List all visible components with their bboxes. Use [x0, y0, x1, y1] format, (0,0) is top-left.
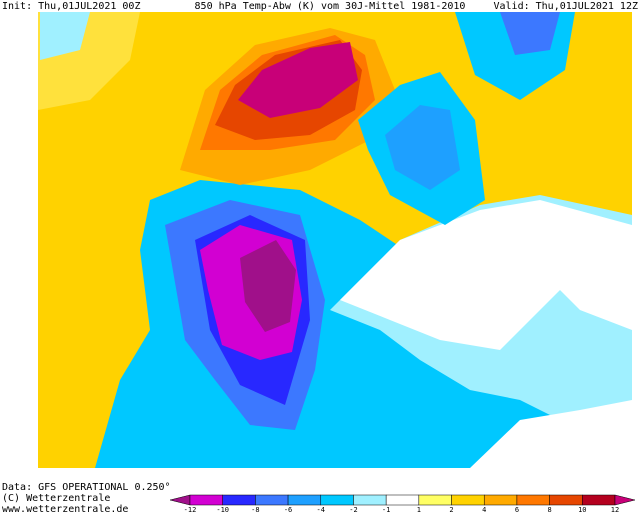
colorbar-tick-label: -1	[382, 506, 390, 514]
colorbar-segment	[418, 494, 452, 506]
colorbar-segment	[483, 494, 518, 506]
colorbar-segment	[582, 494, 616, 506]
colorbar-tick-label: 10	[578, 506, 586, 514]
map-title: 850 hPa Temp-Abw (K) vom 30J-Mittel 1981…	[195, 1, 466, 12]
copyright: (C) Wetterzentrale	[2, 493, 110, 504]
colorbar-segment	[516, 494, 550, 506]
colorbar-tick-label: -12	[184, 506, 197, 514]
colorbar-segment	[549, 494, 583, 506]
colorbar-segment	[385, 494, 420, 506]
colorbar-tick-label: 8	[548, 506, 552, 514]
colorbar-tick-label: -6	[284, 506, 292, 514]
colorbar-end	[169, 494, 191, 506]
colorbar-segment	[255, 494, 289, 506]
init-time: Init: Thu,01JUL2021 00Z	[2, 1, 140, 12]
colorbar-tick-label: 12	[611, 506, 619, 514]
colorbar-tick-label: -8	[251, 506, 259, 514]
colorbar-segment	[189, 494, 223, 506]
map	[38, 12, 632, 468]
colorbar-tick-label: -4	[317, 506, 325, 514]
valid-time: Valid: Thu,01JUL2021 12Z	[494, 1, 639, 12]
colorbar-tick-label: 2	[449, 506, 453, 514]
data-source: Data: GFS OPERATIONAL 0.250°	[2, 482, 171, 493]
colorbar-tick-label: 1	[417, 506, 421, 514]
colorbar: -12 -10 -8 -6 -4 -2 -1 1 2 4 6 8 10 12	[169, 494, 636, 514]
colorbar-tick-label: 4	[482, 506, 486, 514]
colorbar-tick-label: -10	[216, 506, 229, 514]
colorbar-tick-label: 6	[515, 506, 519, 514]
colorbar-segment	[320, 494, 354, 506]
colorbar-segment	[287, 494, 322, 506]
website: www.wetterzentrale.de	[2, 504, 128, 514]
colorbar-end	[614, 494, 636, 506]
colorbar-segment	[353, 494, 387, 506]
colorbar-tick-label: -2	[349, 506, 357, 514]
colorbar-segment	[451, 494, 485, 506]
colorbar-segment	[222, 494, 256, 506]
